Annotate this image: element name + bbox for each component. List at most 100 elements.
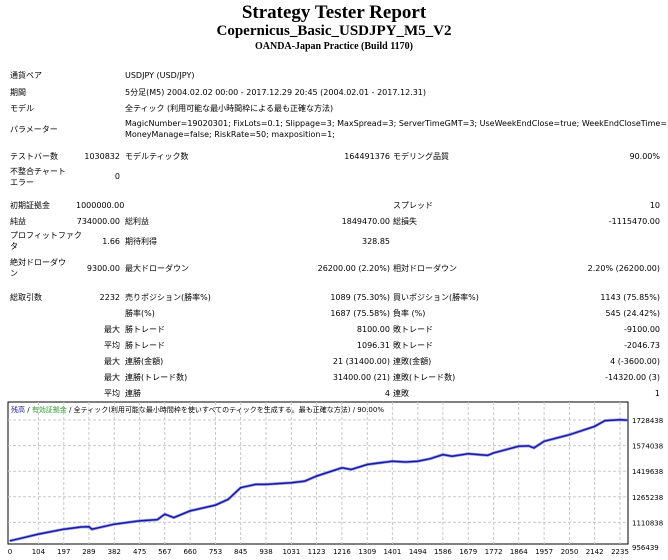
x-tick-label: 1031 <box>282 548 300 556</box>
gross-loss-label: 総損失 <box>393 217 417 226</box>
y-tick-label: 1265238 <box>632 494 663 502</box>
spread-label: スプレッド <box>393 201 433 210</box>
legend-balance: 残高 <box>11 405 25 414</box>
balance-point <box>533 447 535 449</box>
cons-win-amt-value: 21 (31400.00) <box>332 357 390 366</box>
avg-wins-value: 4 <box>384 389 390 398</box>
max-win-label: 勝トレード <box>125 325 165 334</box>
params-line-1: MagicNumber=19020301; FixLots=0.1; Slipp… <box>125 119 668 128</box>
cons-loss-cnt-value: -14320.00 (3) <box>605 373 660 382</box>
max-loss-label: 敗トレード <box>393 325 433 334</box>
quality-label: モデリング品質 <box>393 152 449 161</box>
max-win-value: 8100.00 <box>356 325 390 334</box>
short-label: 売りポジション(勝率%) <box>125 293 211 302</box>
avg-loss-label: 敗トレード <box>393 341 433 350</box>
bars-value: 1030832 <box>84 152 120 161</box>
legend: 残高 / 有効証拠金 / 全ティック(利用可能な最小時間枠を使いすべてのティック… <box>11 405 384 414</box>
report-title: Strategy Tester Report <box>241 2 427 23</box>
gross-profit-label: 総利益 <box>125 217 149 226</box>
balance-point <box>240 487 242 489</box>
pf-label: プロフィットファク <box>10 231 82 240</box>
balance-point <box>568 434 571 436</box>
expert-name: Copernicus_Basic_USDJPY_M5_V2 <box>216 23 452 39</box>
balance-line <box>9 418 627 542</box>
pf-value: 1.66 <box>102 237 120 246</box>
balance-point <box>139 520 141 522</box>
avg-label-2: 平均 <box>104 389 120 398</box>
x-tick-label: 2235 <box>611 548 629 556</box>
trades-label: 総取引数 <box>10 293 42 302</box>
x-tick-label: 1401 <box>383 548 401 556</box>
abs-dd-value: 9300.00 <box>86 264 120 273</box>
balance-point <box>227 498 229 500</box>
balance-point <box>451 455 453 457</box>
balance-point <box>88 526 90 528</box>
x-tick-label: 1679 <box>459 548 477 556</box>
mismatch-label-2: エラー <box>10 178 34 187</box>
balance-point <box>80 526 82 528</box>
ticks-value: 164491376 <box>344 152 390 161</box>
max-dd-value: 26200.00 (2.20%) <box>317 264 390 273</box>
rel-dd-value: 2.20% (26200.00) <box>587 264 660 273</box>
model-label: モデル <box>10 104 34 113</box>
x-tick-label: 197 <box>57 548 70 556</box>
cons-loss-cnt-label: 連敗(トレード数) <box>393 373 456 382</box>
y-tick-label: 1419638 <box>632 468 663 476</box>
balance-point <box>442 453 444 456</box>
balance-point <box>156 518 158 521</box>
x-tick-label: 1957 <box>535 548 553 556</box>
mismatch-label: 不整合チャート <box>10 167 66 176</box>
symbol-value: USDJPY (USD/JPY) <box>125 71 195 80</box>
x-tick-label: 2050 <box>561 548 579 556</box>
x-tick-label: 382 <box>108 548 121 556</box>
x-tick-label: 289 <box>82 548 95 556</box>
params-line-2: MoneyManage=false; RiskRate=50; maxposit… <box>125 130 335 139</box>
equity-chart: 残高 / 有効証拠金 / 全ティック(利用可能な最小時間枠を使いすべてのティック… <box>7 401 663 556</box>
max-dd-label: 最大ドローダウン <box>125 264 189 273</box>
long-value: 1143 (75.85%) <box>600 293 660 302</box>
avg-losses-label: 連敗 <box>393 389 409 398</box>
x-tick-label: 753 <box>209 548 222 556</box>
expected-value: 328.85 <box>362 237 390 246</box>
loss-label: 負率 (%) <box>393 309 426 318</box>
balance-point <box>164 513 166 515</box>
server-name: OANDA-Japan Practice (Build 1170) <box>254 41 414 52</box>
max-loss-value: -9100.00 <box>624 325 660 334</box>
spread-value: 10 <box>649 201 660 210</box>
balance-point <box>594 425 596 427</box>
short-value: 1089 (75.30%) <box>330 293 390 302</box>
params-label: パラメーター <box>10 125 58 134</box>
avg-win-value: 1096.31 <box>356 341 390 350</box>
legend-equity: 有効証拠金 <box>32 405 67 414</box>
avg-losses-value: 1 <box>654 389 660 398</box>
avg-label: 平均 <box>104 341 120 350</box>
cons-win-amt-label: 連勝(金額) <box>125 357 164 366</box>
net-label: 純益 <box>10 217 26 226</box>
x-tick-label: 104 <box>32 548 46 556</box>
balance-point <box>493 452 495 454</box>
balance-point <box>405 461 407 463</box>
avg-loss-value: -2046.73 <box>624 341 660 350</box>
long-label: 買いポジション(勝率%) <box>393 293 479 302</box>
x-tick-label: 475 <box>133 548 146 556</box>
plot-frame <box>7 401 629 545</box>
balance-point <box>391 460 393 462</box>
legend-quality: 90.00% <box>357 406 384 414</box>
balance-point <box>265 483 267 486</box>
expected-label: 期待利得 <box>125 237 157 246</box>
max-label-3: 最大 <box>104 373 120 382</box>
x-tick-label: 1772 <box>485 548 503 556</box>
balance-point <box>518 445 520 447</box>
balance-point <box>113 523 115 525</box>
net-value: 734000.00 <box>76 217 120 226</box>
mismatch-value: 0 <box>114 172 120 181</box>
balance-point <box>604 419 606 422</box>
balance-point <box>341 467 343 469</box>
balance-point <box>350 468 352 471</box>
abs-dd-label: 絶対ドローダウ <box>10 258 66 267</box>
legend-model: 全ティック(利用可能な最小時間枠を使いすべてのティックを生成する。最も正確な方法… <box>74 405 351 414</box>
x-tick-label: 845 <box>234 548 247 556</box>
period-value: 5分足(M5) 2004.02.02 00:00 - 2017.12.29 20… <box>125 88 427 97</box>
abs-dd-label-2: ン <box>10 269 18 278</box>
balance-point <box>417 460 419 462</box>
